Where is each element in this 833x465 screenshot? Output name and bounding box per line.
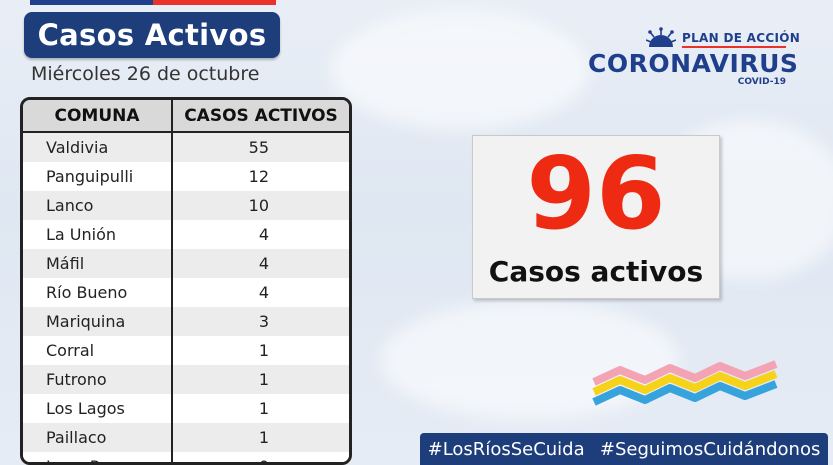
casos-cell: 4 xyxy=(172,220,349,249)
table-row: La Unión 4 xyxy=(23,220,349,249)
table-row: Mariquina 3 xyxy=(23,307,349,336)
coronavirus-wordmark: CORONAVIRUS xyxy=(588,49,799,78)
casos-cell: 0 xyxy=(172,452,349,462)
page-title: Casos Activos xyxy=(37,18,267,52)
table-row: Corral 1 xyxy=(23,336,349,365)
total-active-label: Casos activos xyxy=(488,255,704,288)
table-row: Máfil 4 xyxy=(23,249,349,278)
comuna-cell: Mariquina xyxy=(23,307,173,336)
cases-table: COMUNA CASOS ACTIVOS Valdivia 55 Panguipu… xyxy=(20,97,352,465)
report-date: Miércoles 26 de octubre xyxy=(31,63,260,85)
background-cloud xyxy=(380,300,680,420)
total-active-card: 96 Casos activos xyxy=(472,135,720,299)
plan-underline xyxy=(682,46,786,48)
column-header-casos: CASOS ACTIVOS xyxy=(172,100,349,133)
comuna-cell: Paillaco xyxy=(23,423,173,452)
table-row: Paillaco 1 xyxy=(23,423,349,452)
comuna-cell: Los Lagos xyxy=(23,394,173,423)
casos-cell: 4 xyxy=(172,278,349,307)
hashtag-los-rios: #LosRíosSeCuida xyxy=(427,438,585,460)
casos-cell: 1 xyxy=(172,365,349,394)
title-banner: Casos Activos xyxy=(24,12,280,58)
casos-cell: 12 xyxy=(172,162,349,191)
casos-cell: 1 xyxy=(172,394,349,423)
comuna-cell: La Unión xyxy=(23,220,173,249)
table-row: Futrono 1 xyxy=(23,365,349,394)
casos-cell: 4 xyxy=(172,249,349,278)
comuna-cell: Lanco xyxy=(23,191,173,220)
table-row: Río Bueno 4 xyxy=(23,278,349,307)
flag-stripe xyxy=(30,0,276,5)
total-active-value: 96 xyxy=(526,135,666,252)
table-row: Panguipulli 12 xyxy=(23,162,349,191)
comuna-cell: Máfil xyxy=(23,249,173,278)
column-header-comuna: COMUNA xyxy=(23,100,173,133)
comuna-cell: Panguipulli xyxy=(23,162,173,191)
table-row: Lago Ranco0 xyxy=(23,452,349,462)
casos-cell: 3 xyxy=(172,307,349,336)
covid-label: COVID-19 xyxy=(737,77,786,87)
comuna-cell: Lago Ranco xyxy=(23,452,173,462)
hashtag-seguimos: #SeguimosCuidándonos xyxy=(599,438,821,460)
casos-cell: 10 xyxy=(172,191,349,220)
rainbow-waves-graphic xyxy=(592,360,778,406)
casos-cell: 1 xyxy=(172,423,349,452)
casos-cell: 1 xyxy=(172,336,349,365)
comuna-cell: Futrono xyxy=(23,365,173,394)
coronavirus-logo: PLAN DE ACCIÓN CORONAVIRUS COVID-19 xyxy=(588,27,800,89)
table-row: Los Lagos 1 xyxy=(23,394,349,423)
table-header-row: COMUNA CASOS ACTIVOS xyxy=(23,100,349,133)
hashtag-banner: #LosRíosSeCuida #SeguimosCuidándonos xyxy=(420,433,828,465)
plan-label: PLAN DE ACCIÓN xyxy=(682,31,801,45)
background-cloud xyxy=(330,10,590,130)
comuna-cell: Río Bueno xyxy=(23,278,173,307)
table-row: Lanco 10 xyxy=(23,191,349,220)
table-row: Valdivia 55 xyxy=(23,132,349,162)
casos-cell: 55 xyxy=(172,132,349,162)
comuna-cell: Corral xyxy=(23,336,173,365)
virus-icon xyxy=(646,27,676,47)
comuna-cell: Valdivia xyxy=(23,132,173,162)
